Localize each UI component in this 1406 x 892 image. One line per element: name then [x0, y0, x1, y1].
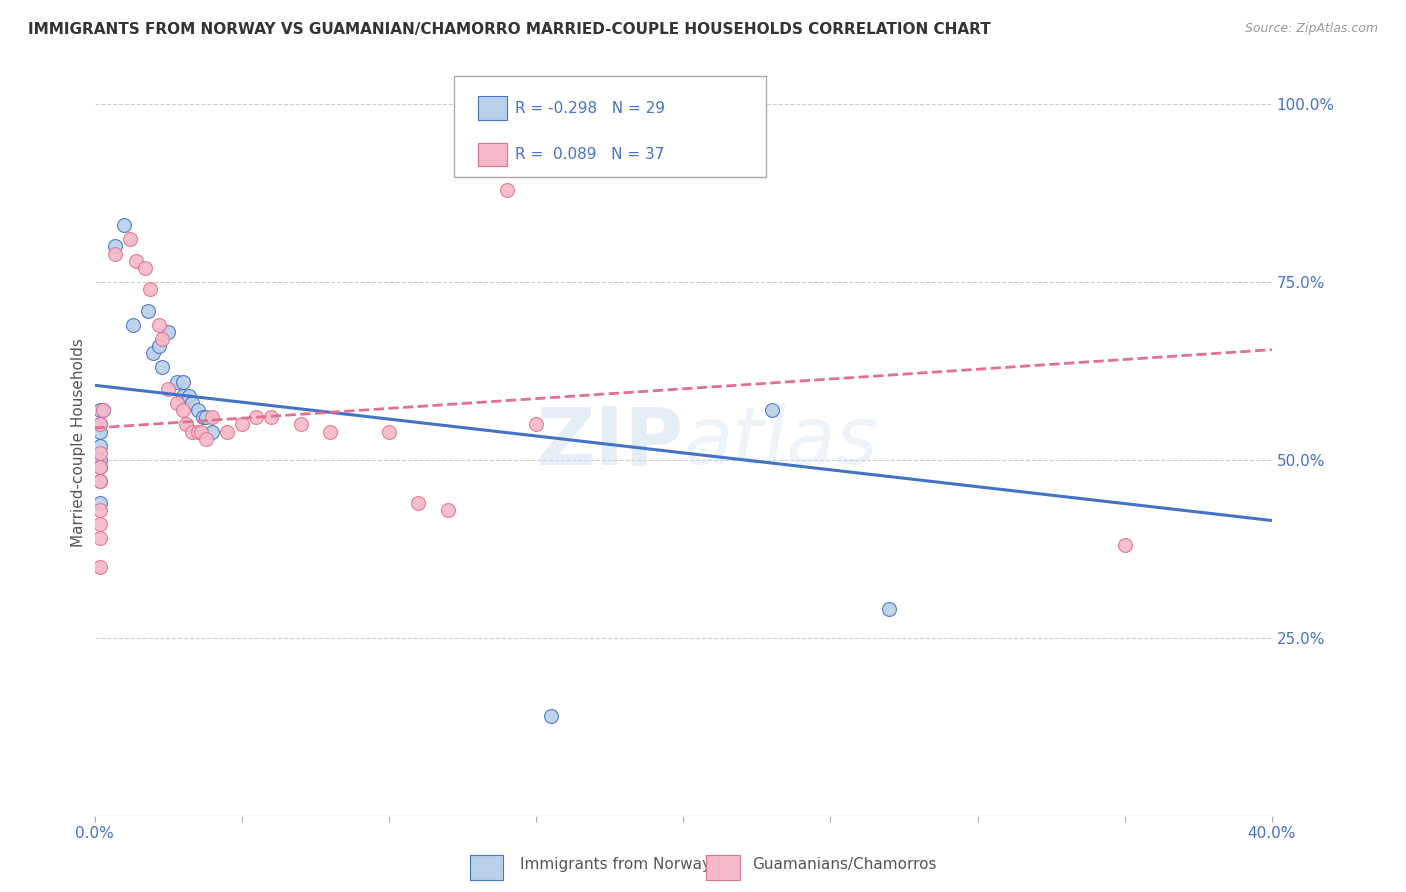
Point [150, 332, 173, 346]
Point [172, 403, 194, 417]
Point [201, 410, 224, 425]
Point [89, 425, 111, 439]
Text: Source: ZipAtlas.com: Source: ZipAtlas.com [1244, 22, 1378, 36]
Point [193, 410, 215, 425]
Point [89, 460, 111, 475]
Point [93, 403, 115, 417]
Point [157, 382, 180, 396]
Text: R = -0.298   N = 29: R = -0.298 N = 29 [515, 101, 665, 116]
Point [761, 403, 783, 417]
Point [190, 425, 212, 439]
Point [89, 475, 111, 489]
Point [524, 417, 547, 432]
Point [112, 218, 135, 232]
Point [89, 417, 111, 432]
Point [148, 339, 170, 353]
Point [195, 410, 218, 425]
Point [89, 531, 111, 545]
Y-axis label: Married-couple Households: Married-couple Households [72, 338, 86, 547]
Point [104, 246, 127, 260]
Point [125, 253, 148, 268]
Point [148, 318, 170, 332]
Point [172, 389, 194, 403]
Point [89, 417, 111, 432]
Point [121, 318, 143, 332]
Point [408, 496, 430, 510]
Point [104, 239, 127, 253]
FancyBboxPatch shape [478, 143, 506, 167]
Point [180, 396, 202, 410]
Text: atlas: atlas [683, 403, 877, 481]
Point [290, 417, 312, 432]
Point [231, 417, 253, 432]
Point [89, 496, 111, 510]
Point [1114, 538, 1136, 552]
Point [118, 232, 141, 246]
Point [319, 425, 342, 439]
Point [180, 425, 202, 439]
Point [166, 375, 188, 389]
FancyBboxPatch shape [478, 96, 506, 120]
Point [187, 403, 209, 417]
Point [245, 410, 267, 425]
Point [495, 182, 517, 196]
Point [89, 475, 111, 489]
Point [89, 559, 111, 574]
Point [139, 282, 162, 296]
Point [142, 346, 165, 360]
Point [89, 517, 111, 532]
Point [201, 425, 224, 439]
Point [172, 375, 194, 389]
Point [89, 403, 111, 417]
Text: R =  0.089   N = 37: R = 0.089 N = 37 [515, 147, 664, 162]
Point [166, 396, 188, 410]
Point [150, 360, 173, 375]
Point [89, 453, 111, 467]
FancyBboxPatch shape [454, 76, 766, 177]
Point [260, 410, 283, 425]
Point [436, 503, 458, 517]
Text: IMMIGRANTS FROM NORWAY VS GUAMANIAN/CHAMORRO MARRIED-COUPLE HOUSEHOLDS CORRELATI: IMMIGRANTS FROM NORWAY VS GUAMANIAN/CHAM… [28, 22, 991, 37]
Text: Guamanians/Chamorros: Guamanians/Chamorros [752, 857, 936, 872]
Point [157, 325, 180, 339]
Point [93, 403, 115, 417]
Point [187, 425, 209, 439]
Point [215, 425, 238, 439]
Point [540, 709, 562, 723]
Point [174, 417, 197, 432]
Point [89, 439, 111, 453]
Point [877, 602, 900, 616]
Point [89, 446, 111, 460]
Point [195, 432, 218, 446]
Point [89, 503, 111, 517]
Point [378, 425, 401, 439]
Point [136, 303, 159, 318]
Text: Immigrants from Norway: Immigrants from Norway [520, 857, 711, 872]
Point [89, 460, 111, 475]
Point [134, 260, 156, 275]
Text: ZIP: ZIP [536, 403, 683, 481]
Point [177, 389, 200, 403]
